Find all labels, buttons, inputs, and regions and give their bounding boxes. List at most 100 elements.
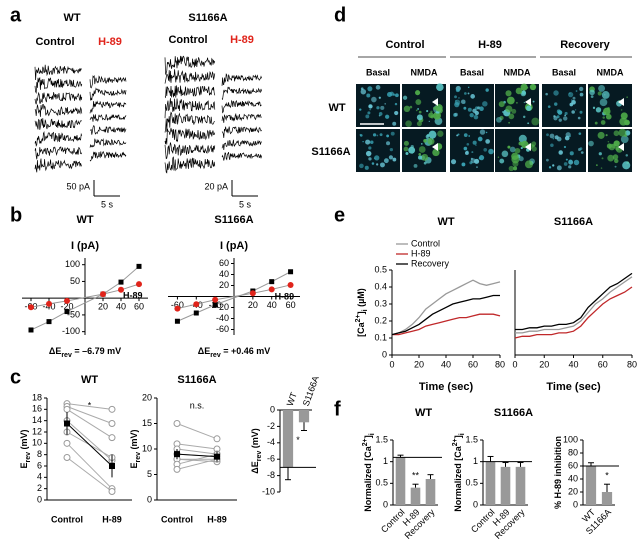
- cell-spot: [568, 165, 572, 169]
- scale-bar: [93, 180, 258, 197]
- y-tick-label: 16: [32, 404, 42, 414]
- trace: [164, 85, 216, 99]
- x-tick-label: -60: [171, 300, 184, 310]
- x-tick-label: 60: [134, 302, 144, 312]
- bar: [425, 479, 436, 505]
- y-tick-label: 100: [65, 259, 80, 269]
- mean-point: [214, 453, 220, 460]
- cell-spot: [479, 129, 486, 135]
- cell-spot: [590, 95, 594, 98]
- point: [269, 279, 275, 285]
- y-tick-label: 0: [382, 349, 387, 359]
- y-label: % H-89 inhibition: [553, 436, 563, 509]
- point: [136, 281, 142, 288]
- cell-spot: [531, 117, 540, 126]
- title: WT: [63, 12, 80, 24]
- y-tick-label: 0: [270, 404, 275, 414]
- cell-spot: [403, 146, 409, 152]
- y-label-part: i: [362, 309, 369, 311]
- row-label: S1166A: [311, 146, 350, 158]
- pair-point: [108, 434, 116, 442]
- cell-spot: [596, 164, 598, 166]
- cell-spot: [606, 143, 613, 149]
- cell-spot: [376, 134, 379, 137]
- cell-spot: [485, 139, 490, 144]
- cell-spot: [498, 101, 505, 108]
- chart-title: S1166A: [554, 216, 593, 228]
- cell-spot: [469, 112, 474, 118]
- mean-line: [66, 423, 113, 467]
- chart-title: WT: [437, 216, 454, 228]
- cell-spot: [579, 147, 583, 151]
- cell-spot: [496, 116, 502, 123]
- cell-spot: [597, 131, 605, 139]
- cell-spot: [568, 159, 573, 164]
- cell-spot: [603, 107, 611, 116]
- y-label: Erev (mV): [129, 429, 142, 468]
- point: [268, 286, 275, 293]
- column-group: Recovery: [560, 39, 610, 51]
- cell-spot: [428, 130, 437, 139]
- cell-spot: [394, 102, 398, 106]
- panel-label: f: [334, 398, 341, 420]
- annotation: *: [296, 435, 300, 445]
- cell-spot: [592, 106, 596, 109]
- y-tick-label: 0: [37, 494, 42, 504]
- cell-spot: [520, 83, 528, 91]
- cell-spot: [362, 141, 364, 143]
- note-part: = –6.79 mV: [72, 346, 121, 356]
- cell-spot: [550, 143, 554, 147]
- cell-spot: [545, 92, 548, 96]
- trace: [221, 73, 262, 86]
- bar: [410, 487, 421, 505]
- cell-spot: [409, 105, 413, 109]
- x-tick-label: 60: [468, 359, 478, 369]
- mean-point: [174, 451, 180, 458]
- arrowhead: [618, 143, 624, 151]
- cell-spot: [572, 96, 576, 100]
- cell-spot: [573, 159, 580, 166]
- category-label: H-89: [207, 514, 227, 524]
- cell-spot: [515, 87, 523, 95]
- pair-point: [108, 488, 116, 495]
- cell-spot: [394, 110, 399, 116]
- category-label: S1166A: [301, 375, 321, 408]
- y-label: I (pA): [220, 240, 248, 252]
- cell-spot: [508, 113, 515, 120]
- cell-spot: [600, 120, 606, 125]
- pair-line: [66, 442, 113, 490]
- cell-spot: [479, 106, 484, 111]
- point: [288, 269, 294, 275]
- point: [212, 302, 218, 308]
- y-tick-label: 20: [568, 486, 578, 496]
- y-tick-label: 0.4: [374, 281, 387, 291]
- chart-title: WT: [76, 214, 93, 226]
- cell-spot: [471, 151, 474, 154]
- y-label-part: i: [459, 433, 466, 435]
- cell-spot: [589, 89, 595, 96]
- cell-spot: [499, 158, 505, 164]
- point: [193, 310, 199, 316]
- trace: [164, 69, 216, 84]
- cell-spot: [511, 108, 517, 114]
- y-tick-label: 15: [142, 418, 152, 428]
- y-tick-label: 0: [473, 499, 478, 509]
- cell-spot: [416, 114, 423, 121]
- trace: [164, 142, 216, 160]
- y-label: Erev (mV): [19, 429, 32, 468]
- column-group: H-89: [478, 39, 502, 51]
- cell-spot: [380, 162, 385, 168]
- trace: [164, 98, 216, 119]
- y-tick-label: 50: [70, 276, 80, 286]
- y-label-part: 2+: [355, 314, 362, 322]
- pair-point: [173, 420, 181, 427]
- y-tick-label: 0.5: [375, 478, 388, 488]
- note: ΔErev = +0.46 mV: [198, 346, 271, 359]
- trace: [34, 118, 82, 130]
- fit-line: [177, 271, 291, 322]
- cell-spot: [463, 133, 468, 138]
- row-label: WT: [328, 102, 345, 114]
- y-label-part: (mV): [129, 429, 139, 452]
- y-tick-label: 0: [147, 494, 152, 504]
